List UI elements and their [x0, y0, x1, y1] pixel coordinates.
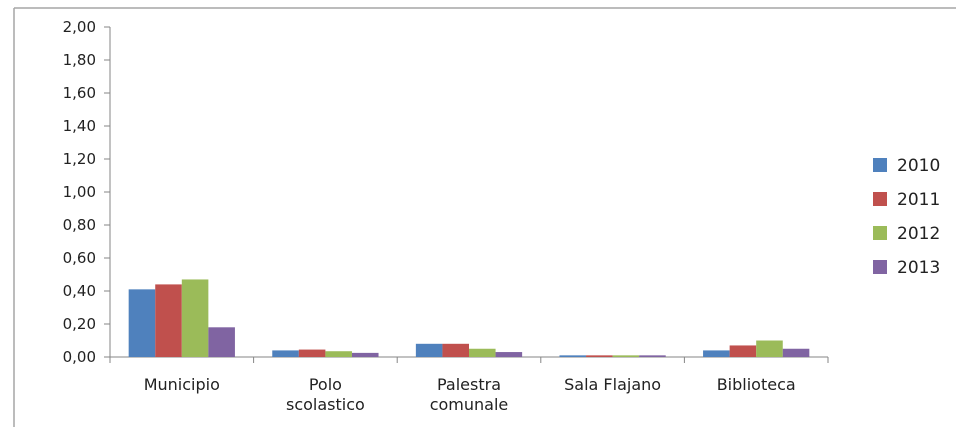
bar-2012-5	[756, 340, 783, 357]
y-tick-label: 0,20	[63, 315, 96, 333]
bar-2011-2	[298, 349, 326, 357]
bar-2013-1	[208, 327, 235, 357]
y-tick-label: 1,80	[63, 51, 96, 69]
bar-2010-3	[415, 343, 443, 357]
legend: 2010 2011 2012 2013	[873, 156, 940, 278]
legend-label-2012: 2012	[897, 224, 940, 244]
y-axis: 0,00 0,20 0,40 0,60 0,80 1,00 1,20 1,40 1,60 1,80…	[63, 18, 111, 366]
bar-2012-4	[612, 355, 640, 357]
y-tick-label: 0,00	[63, 348, 96, 366]
legend-label-2010: 2010	[897, 156, 940, 176]
bar-2011-5	[729, 345, 757, 357]
bars	[128, 279, 810, 357]
legend-swatch-2011	[873, 192, 887, 206]
x-tick-label: Sala Flajano	[564, 375, 661, 394]
bar-2011-3	[442, 343, 469, 357]
bar-2011-4	[586, 355, 613, 357]
bar-2012-3	[469, 348, 496, 357]
y-tick-label: 1,20	[63, 150, 96, 168]
y-tick-label: 0,40	[63, 282, 96, 300]
legend-label-2013: 2013	[897, 258, 940, 278]
legend-swatch-2013	[873, 260, 887, 274]
legend-swatch-2012	[873, 226, 887, 240]
bar-2013-3	[495, 352, 523, 357]
bar-2010-5	[703, 350, 730, 357]
bar-2011-1	[155, 284, 182, 357]
bar-2013-4	[639, 355, 666, 357]
x-tick-label: Municipio	[144, 375, 220, 394]
y-tick-label: 1,40	[63, 117, 96, 135]
bar-2013-5	[782, 348, 810, 357]
bar-2010-2	[272, 350, 299, 357]
bar-2013-2	[351, 352, 379, 357]
y-tick-label: 1,00	[63, 183, 96, 201]
x-tick-label: Palestra comunale	[430, 375, 509, 414]
legend-swatch-2010	[873, 158, 887, 172]
y-tick-label: 0,60	[63, 249, 96, 267]
y-tick-label: 0,80	[63, 216, 96, 234]
bar-2010-4	[559, 355, 587, 357]
x-tick-label: Biblioteca	[717, 375, 796, 394]
bar-2012-1	[181, 279, 209, 357]
legend-label-2011: 2011	[897, 190, 940, 210]
x-tick-label: Polo scolastico	[286, 375, 365, 414]
y-tick-label: 1,60	[63, 84, 96, 102]
x-axis: Municipio Polo scolastico Palestra comunale S…	[109, 356, 829, 414]
bar-2010-1	[128, 289, 156, 357]
y-tick-label: 2,00	[63, 18, 96, 36]
bar-2012-2	[325, 351, 352, 357]
